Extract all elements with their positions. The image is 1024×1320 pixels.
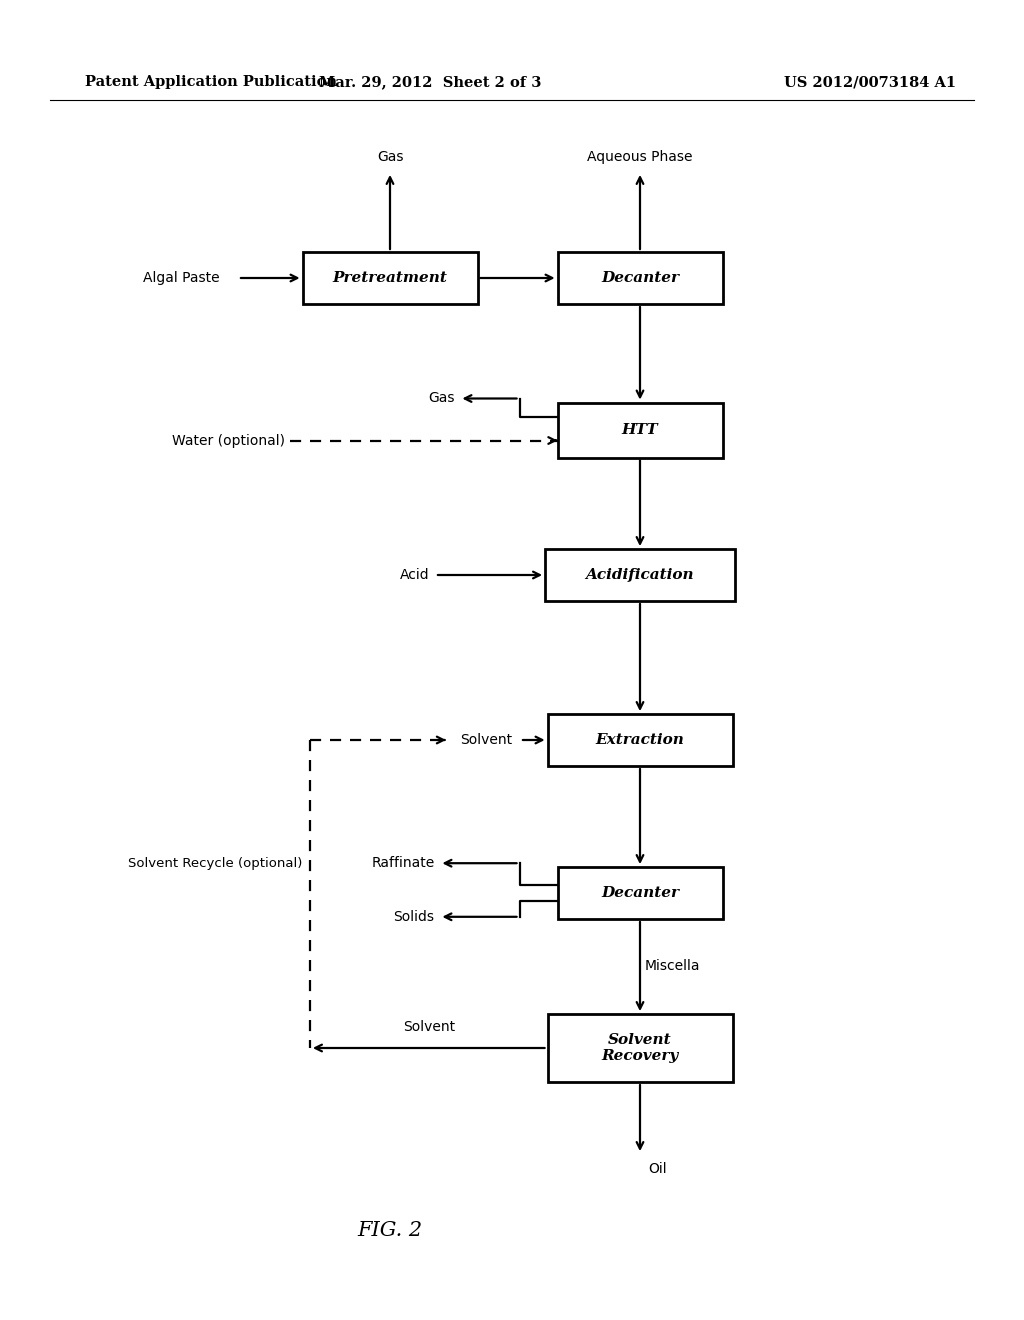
Bar [548, 714, 732, 766]
Text: Acidification: Acidification [586, 568, 694, 582]
Text: Gas: Gas [377, 150, 403, 164]
Text: Raffinate: Raffinate [372, 857, 434, 870]
Text: Gas: Gas [428, 392, 455, 405]
Bar [557, 403, 723, 458]
Bar [548, 1014, 732, 1082]
Bar [545, 549, 735, 601]
Bar [557, 867, 723, 919]
Text: Water (optional): Water (optional) [172, 433, 285, 447]
Text: Aqueous Phase: Aqueous Phase [587, 150, 693, 164]
Text: FIG. 2: FIG. 2 [357, 1221, 423, 1239]
Text: Decanter: Decanter [601, 271, 679, 285]
Text: Extraction: Extraction [596, 733, 684, 747]
Text: Miscella: Miscella [645, 960, 700, 974]
Text: US 2012/0073184 A1: US 2012/0073184 A1 [784, 75, 956, 88]
Text: Solvent Recycle (optional): Solvent Recycle (optional) [128, 858, 302, 870]
Text: Acid: Acid [400, 568, 430, 582]
Text: Solvent: Solvent [402, 1020, 455, 1034]
Bar [557, 252, 723, 304]
Text: Decanter: Decanter [601, 886, 679, 900]
Text: Algal Paste: Algal Paste [143, 271, 219, 285]
Text: HTT: HTT [622, 422, 658, 437]
Text: Pretreatment: Pretreatment [333, 271, 447, 285]
Text: Oil: Oil [648, 1162, 667, 1176]
Text: Solvent: Solvent [460, 733, 512, 747]
Text: Mar. 29, 2012  Sheet 2 of 3: Mar. 29, 2012 Sheet 2 of 3 [318, 75, 542, 88]
Text: Solids: Solids [393, 909, 434, 924]
Bar [302, 252, 477, 304]
Text: Patent Application Publication: Patent Application Publication [85, 75, 337, 88]
Text: Solvent
Recovery: Solvent Recovery [601, 1032, 679, 1063]
